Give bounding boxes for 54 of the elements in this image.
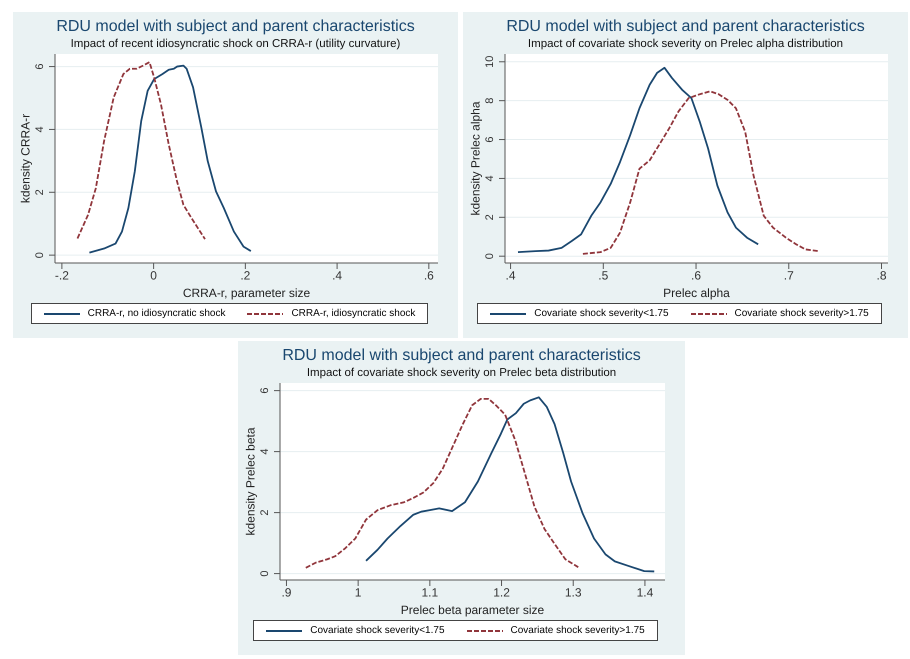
x-tick-label: 1.2 <box>493 586 510 600</box>
y-tick-label: 4 <box>484 175 496 182</box>
y-tick-label: 6 <box>259 388 271 394</box>
y-tick-label: 2 <box>484 214 496 220</box>
chart-subtitle: Impact of covariate shock severity on Prelec alpha distribution <box>526 38 844 50</box>
line-series <box>76 61 206 240</box>
x-tick-label: 1.4 <box>636 586 654 600</box>
legend-label: Covariate shock severity>1.75 <box>510 625 645 636</box>
y-tick-label: 2 <box>259 510 271 516</box>
x-tick-label: .6 <box>691 268 702 283</box>
y-tick-label: 6 <box>34 64 46 70</box>
x-tick-label: 1 <box>354 586 362 600</box>
legend-label: Covariate shock severity<1.75 <box>534 308 668 319</box>
y-tick-label: 6 <box>484 136 496 143</box>
legend-label: CRRA-r, no idiosyncratic shock <box>88 308 226 319</box>
x-tick-label: .6 <box>424 268 434 283</box>
line-series <box>582 90 820 255</box>
line-series <box>304 398 580 569</box>
x-axis-title: Prelec alpha <box>663 286 730 300</box>
line-series <box>517 66 760 254</box>
y-tick-label: 2 <box>34 189 46 196</box>
x-tick-label: 0 <box>150 268 158 283</box>
y-tick-label: 4 <box>34 126 46 132</box>
x-axis-title: CRRA-r, parameter size <box>182 286 311 300</box>
x-tick-label: .9 <box>281 586 292 600</box>
y-tick-label: 4 <box>259 448 271 455</box>
y-tick-label: 0 <box>484 253 496 260</box>
x-tick-label: 1.3 <box>564 586 582 600</box>
y-axis-title: kdensity Prelec beta <box>243 427 258 536</box>
chart-subtitle: Impact of covariate shock severity on Prelec beta distribution <box>306 367 618 379</box>
y-tick-label: 0 <box>34 252 46 258</box>
y-tick-label: 10 <box>484 56 496 68</box>
legend-label: CRRA-r, idiosyncratic shock <box>291 308 416 319</box>
legend-label: Covariate shock severity<1.75 <box>310 625 444 636</box>
x-tick-label: .5 <box>598 268 609 283</box>
line-series <box>88 64 252 254</box>
y-tick-label: 8 <box>484 98 496 104</box>
chart-title: RDU model with subject and parent characteristics <box>281 347 642 365</box>
y-axis-title: kdensity Prelec alpha <box>468 101 482 216</box>
x-tick-label: -.2 <box>54 268 70 283</box>
chart-title: RDU model with subject and parent characteristics <box>55 18 416 36</box>
chart-subtitle: Impact of recent idiosyncratic shock on CRRA-r (utility curvature) <box>70 38 402 50</box>
legend-label: Covariate shock severity>1.75 <box>734 308 869 319</box>
chart-title: RDU model with subject and parent characteristics <box>505 18 866 36</box>
y-tick-label: 0 <box>259 570 271 577</box>
x-tick-label: .4 <box>506 268 516 283</box>
x-tick-label: .8 <box>876 268 887 283</box>
x-axis-title: Prelec beta parameter size <box>400 603 545 617</box>
x-tick-label: .2 <box>240 268 251 283</box>
x-tick-label: 1.1 <box>422 586 439 600</box>
y-axis-title: kdensity CRRA-r <box>18 114 32 204</box>
x-tick-label: .4 <box>332 268 342 283</box>
line-series <box>365 396 656 572</box>
x-tick-label: .7 <box>784 268 794 283</box>
